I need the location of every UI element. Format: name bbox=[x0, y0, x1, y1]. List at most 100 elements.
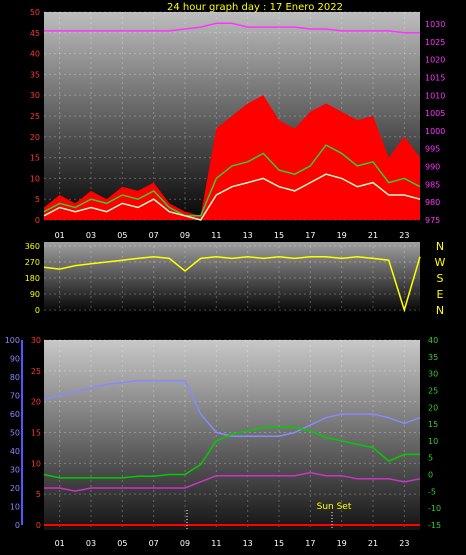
dewpoint-tick-label: 15 bbox=[428, 420, 438, 429]
pressure-tick-label: 985 bbox=[425, 180, 440, 189]
pressure-tick-label: 1030 bbox=[425, 20, 445, 29]
x-tick-label: 13 bbox=[243, 231, 253, 240]
wind-direction-line bbox=[43, 255, 421, 313]
temperature-tick-label: 30 bbox=[31, 336, 41, 345]
wind-x-axis: 01 03 05 07 09 11 13 15 17 19 21 23 bbox=[55, 231, 410, 240]
x-tick-label: 05 bbox=[117, 231, 127, 240]
wind-tick-label: 0 bbox=[35, 216, 40, 225]
humidity-tick-label: 90 bbox=[10, 355, 20, 364]
x-tick-label: 21 bbox=[368, 231, 378, 240]
humidity-tick-label: 0 bbox=[15, 521, 20, 530]
sunset-label: Sun Set bbox=[317, 502, 352, 512]
x-tick-label: 23 bbox=[399, 539, 409, 548]
wind-tick-label: 15 bbox=[30, 154, 40, 163]
x-tick-label: 19 bbox=[337, 539, 347, 548]
dewpoint-tick-label: 30 bbox=[428, 370, 438, 379]
dewpoint-tick-label: 10 bbox=[428, 437, 438, 446]
wind-tick-label: 35 bbox=[30, 70, 40, 79]
compass-label: N bbox=[436, 304, 444, 317]
wind-tick-label: 25 bbox=[30, 112, 40, 121]
wind-gust-area bbox=[44, 95, 420, 220]
x-tick-label: 23 bbox=[399, 231, 409, 240]
dewpoint-tick-label: -5 bbox=[428, 487, 436, 496]
temperature-tick-label: 20 bbox=[31, 398, 41, 407]
x-tick-label: 01 bbox=[55, 231, 65, 240]
pressure-tick-label: 975 bbox=[425, 216, 440, 225]
direction-panel-bg bbox=[44, 242, 420, 312]
pressure-tick-label: 1020 bbox=[425, 56, 445, 65]
x-tick-label: 03 bbox=[86, 539, 96, 548]
dewpoint-tick-label: -15 bbox=[428, 521, 441, 530]
x-tick-label: 11 bbox=[211, 231, 221, 240]
x-tick-label: 21 bbox=[368, 539, 378, 548]
humidity-tick-label: 10 bbox=[10, 503, 20, 512]
direction-tick-label: 0 bbox=[35, 306, 40, 315]
temperature-axis: 30 25 20 15 10 5 0 bbox=[31, 336, 41, 530]
direction-tick-label: 180 bbox=[25, 274, 40, 283]
wind-tick-label: 5 bbox=[35, 195, 40, 204]
humidity-tick-label: 100 bbox=[5, 336, 20, 345]
x-tick-label: 15 bbox=[274, 231, 284, 240]
humidity-tick-label: 70 bbox=[10, 392, 20, 401]
x-tick-label: 05 bbox=[117, 539, 127, 548]
temperature-tick-label: 5 bbox=[36, 490, 41, 499]
humidity-tick-label: 40 bbox=[10, 447, 20, 456]
temperature-tick-label: 10 bbox=[31, 459, 41, 468]
dewpoint-tick-label: 20 bbox=[428, 403, 438, 412]
pressure-tick-label: 1015 bbox=[425, 73, 445, 82]
dewpoint-tick-label: 0 bbox=[428, 471, 433, 480]
compass-label: W bbox=[435, 256, 446, 269]
temperature-tick-label: 25 bbox=[31, 367, 41, 376]
pressure-tick-label: 1000 bbox=[425, 127, 445, 136]
x-tick-label: 11 bbox=[211, 539, 221, 548]
x-tick-label: 09 bbox=[180, 231, 190, 240]
dewpoint-tick-label: 40 bbox=[428, 336, 438, 345]
dewpoint-line bbox=[43, 426, 420, 479]
pressure-tick-label: 995 bbox=[425, 145, 440, 154]
compass-label: E bbox=[437, 288, 444, 301]
wind-minimum-line bbox=[43, 173, 421, 221]
pressure-tick-label: 1010 bbox=[425, 91, 445, 100]
wind-average-line bbox=[43, 144, 421, 217]
dewpoint-tick-label: -10 bbox=[428, 504, 441, 513]
x-tick-label: 07 bbox=[149, 231, 159, 240]
pressure-axis: 1030 1025 1020 1015 1010 1005 1000 995 990 985 980… bbox=[425, 20, 445, 225]
dewpoint-axis: 40 35 30 25 20 15 10 5 0 -5 -10 -15 bbox=[428, 336, 441, 530]
temperature-line bbox=[44, 471, 421, 492]
chart-title: 24 hour graph day : 17 Enero 2022 bbox=[167, 2, 343, 13]
x-tick-label: 09 bbox=[180, 539, 190, 548]
direction-axis: 360 270 180 90 0 bbox=[25, 242, 40, 315]
pressure-tick-label: 1025 bbox=[425, 38, 445, 47]
dewpoint-tick-label: 35 bbox=[428, 353, 438, 362]
compass-label: N bbox=[436, 240, 444, 253]
dewpoint-tick-label: 5 bbox=[428, 454, 433, 463]
x-tick-label: 13 bbox=[243, 539, 253, 548]
direction-tick-label: 90 bbox=[30, 290, 40, 299]
humidity-line bbox=[43, 379, 421, 437]
x-tick-label: 19 bbox=[337, 231, 347, 240]
x-tick-label: 01 bbox=[55, 539, 65, 548]
x-tick-label: 15 bbox=[274, 539, 284, 548]
wind-tick-label: 50 bbox=[30, 8, 40, 17]
x-tick-label: 07 bbox=[149, 539, 159, 548]
humidity-tick-label: 30 bbox=[10, 466, 20, 475]
pressure-tick-label: 990 bbox=[425, 163, 440, 172]
humidity-tick-label: 20 bbox=[10, 484, 20, 493]
humidity-tick-label: 80 bbox=[10, 373, 20, 382]
temperature-tick-label: 15 bbox=[31, 429, 41, 438]
dewpoint-tick-label: 25 bbox=[428, 386, 438, 395]
humidity-tick-label: 60 bbox=[10, 410, 20, 419]
temp-x-axis: 01 03 05 07 09 11 13 15 17 19 21 23 bbox=[55, 539, 410, 548]
wind-tick-label: 40 bbox=[30, 50, 40, 59]
wind-tick-label: 10 bbox=[30, 174, 40, 183]
x-tick-label: 03 bbox=[86, 231, 96, 240]
x-tick-label: 17 bbox=[305, 539, 315, 548]
humidity-tick-label: 50 bbox=[10, 429, 20, 438]
direction-tick-label: 360 bbox=[25, 242, 40, 251]
temperature-tick-label: 0 bbox=[36, 521, 41, 530]
wind-tick-label: 30 bbox=[30, 91, 40, 100]
